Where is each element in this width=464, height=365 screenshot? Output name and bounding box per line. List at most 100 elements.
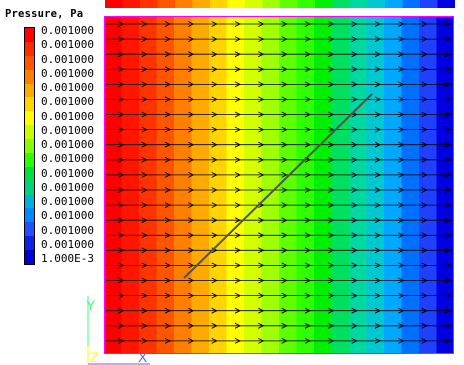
vector-arrowhead	[141, 51, 148, 58]
pressure-band	[384, 16, 403, 354]
vector-arrowhead	[188, 277, 195, 284]
vector-arrowhead	[351, 51, 358, 58]
vector-arrowhead	[141, 307, 148, 314]
vector-arrowhead	[258, 21, 265, 27]
vector-arrowhead	[444, 96, 452, 103]
vector-arrowhead	[444, 66, 452, 73]
z-axis-label: Z	[90, 349, 99, 365]
vector-arrowhead	[258, 337, 265, 344]
vector-arrowhead	[444, 51, 452, 58]
vector-arrowhead	[258, 277, 265, 284]
pressure-band	[419, 16, 438, 354]
vector-arrowhead	[211, 187, 218, 193]
vector-arrowhead	[141, 217, 148, 224]
vector-arrowhead	[118, 36, 125, 43]
y-axis-label: Y	[86, 297, 96, 313]
vector-arrowhead	[351, 232, 358, 239]
vector-arrowhead	[281, 66, 288, 73]
vector-arrowhead	[351, 156, 358, 163]
vector-arrowhead	[421, 187, 428, 193]
pressure-band	[366, 16, 385, 354]
vector-arrowhead	[444, 247, 452, 254]
vector-arrowhead	[421, 307, 428, 314]
vector-arrowhead	[328, 96, 335, 103]
legend-swatch	[25, 69, 34, 84]
vector-arrowhead	[421, 156, 428, 163]
pressure-band	[436, 16, 454, 354]
legend-swatch	[25, 55, 34, 70]
vector-arrowhead	[351, 337, 358, 344]
vector-arrowhead	[374, 337, 382, 344]
vector-arrowhead	[304, 322, 312, 329]
vector-arrowhead	[421, 202, 428, 209]
vector-arrowhead	[258, 262, 265, 269]
vector-arrowhead	[234, 187, 242, 193]
vector-arrowhead	[118, 111, 125, 118]
legend-tick-label: 0.001000	[41, 237, 94, 251]
vector-arrowhead	[188, 232, 195, 239]
vector-arrowhead	[118, 217, 125, 224]
vector-arrowhead	[164, 126, 172, 133]
vector-arrowhead	[444, 292, 452, 299]
vector-arrowhead	[258, 292, 265, 299]
vector-arrowhead	[234, 307, 242, 314]
vector-arrowhead	[258, 141, 265, 148]
vector-arrowhead	[141, 141, 148, 148]
plot-border	[104, 16, 454, 354]
vector-arrowhead	[421, 322, 428, 329]
vector-arrowhead	[304, 126, 312, 133]
vector-arrowhead	[211, 217, 218, 224]
vector-arrowhead	[421, 96, 428, 103]
vector-arrowhead	[281, 171, 288, 178]
vector-arrowhead	[328, 292, 335, 299]
vector-arrowhead	[328, 322, 335, 329]
vector-arrowhead	[304, 232, 312, 239]
vector-arrowhead	[118, 247, 125, 254]
vector-arrowhead	[141, 156, 148, 163]
vector-arrowhead	[234, 66, 242, 73]
vector-arrowhead	[351, 36, 358, 43]
vector-arrowhead	[374, 156, 382, 163]
legend-tick-label: 0.001000	[41, 66, 94, 80]
vector-arrowhead	[374, 111, 382, 118]
vector-arrowhead	[374, 36, 382, 43]
vector-arrowhead	[444, 156, 452, 163]
vector-arrowhead	[141, 202, 148, 209]
vector-arrowhead	[141, 232, 148, 239]
vector-arrowhead	[374, 217, 382, 224]
vector-arrowhead	[351, 322, 358, 329]
vector-arrowhead	[398, 171, 405, 178]
vector-arrowhead	[351, 81, 358, 88]
vector-arrowhead	[421, 141, 428, 148]
pressure-field-plot[interactable]	[104, 16, 454, 354]
strip-band	[227, 0, 246, 8]
vector-arrowhead	[211, 262, 218, 269]
vector-arrowhead	[351, 307, 358, 314]
legend-swatch	[25, 28, 34, 42]
vector-arrowhead	[398, 202, 405, 209]
vector-arrowhead	[444, 232, 452, 239]
legend-tick-label: 0.001000	[41, 209, 94, 223]
vector-arrowhead	[398, 156, 405, 163]
legend-tick-label: 0.001000	[41, 38, 94, 52]
vector-arrowhead	[258, 232, 265, 239]
vector-arrowhead	[351, 247, 358, 254]
vector-arrowhead	[188, 187, 195, 193]
pressure-band	[121, 16, 140, 354]
vector-arrowhead	[164, 202, 172, 209]
vector-arrowhead	[328, 262, 335, 269]
vector-arrowhead	[164, 51, 172, 58]
vector-arrowhead	[444, 322, 452, 329]
vector-arrowhead	[164, 322, 172, 329]
vector-arrowhead	[234, 262, 242, 269]
vector-arrowhead	[398, 232, 405, 239]
vector-arrowhead	[281, 277, 288, 284]
strip-band	[402, 0, 421, 8]
vector-arrowhead	[328, 232, 335, 239]
vector-arrowhead	[328, 307, 335, 314]
pressure-color-bands	[104, 16, 454, 354]
vector-arrowhead	[444, 141, 452, 148]
legend-swatch	[25, 250, 34, 264]
vector-arrowhead	[141, 337, 148, 344]
